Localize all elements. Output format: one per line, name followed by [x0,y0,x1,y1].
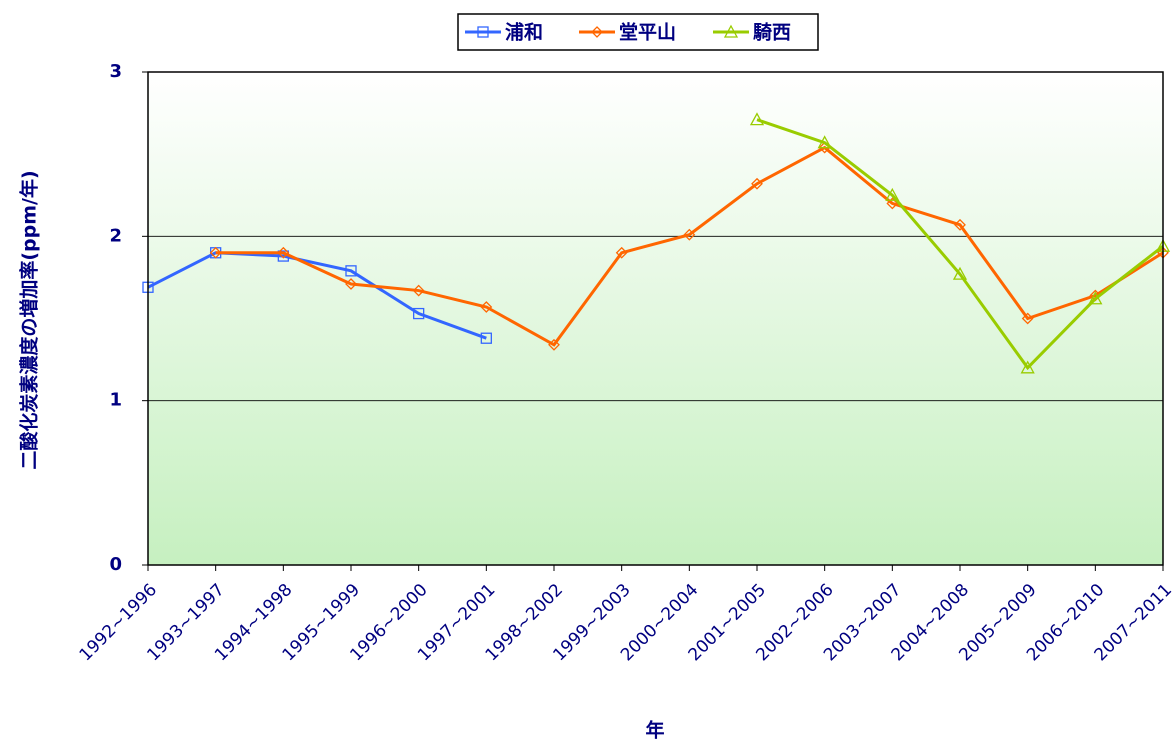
y-tick-label: 2 [109,225,122,246]
y-axis-title: 二酸化炭素濃度の増加率(ppm/年) [18,170,41,469]
series-line [215,145,1164,347]
data-point [683,228,696,241]
data-point [345,278,357,290]
data-point [480,332,492,344]
data-point [413,307,425,320]
data-point [751,177,763,190]
data-point [885,187,900,201]
data-point [548,338,560,351]
plot-border [147,71,1164,566]
data-point [817,135,832,149]
data-point [615,246,628,259]
data-point [345,265,357,277]
y-tick-label: 0 [109,554,122,575]
legend-box [457,13,819,51]
data-point [412,284,425,297]
legend-marker [477,26,489,38]
data-point [749,112,765,126]
data-point [480,301,493,313]
data-point [1020,360,1035,374]
series-line [756,118,1164,371]
legend-marker [591,26,603,38]
data-point [952,266,968,280]
data-point [209,246,222,259]
data-point [1088,291,1103,305]
y-tick-label: 1 [109,390,122,411]
plot-area [148,72,1163,565]
data-point [1021,312,1034,325]
x-axis-title: 年 [645,719,664,742]
legend-marker [723,24,739,38]
data-point [954,218,966,231]
legend-label: 堂平山 [619,22,676,44]
legend-label: 騎西 [753,21,791,44]
data-point [886,197,899,210]
series-line [147,251,487,340]
y-tick-label: 3 [109,61,122,82]
legend-label: 浦和 [505,21,543,44]
data-point [277,246,290,259]
